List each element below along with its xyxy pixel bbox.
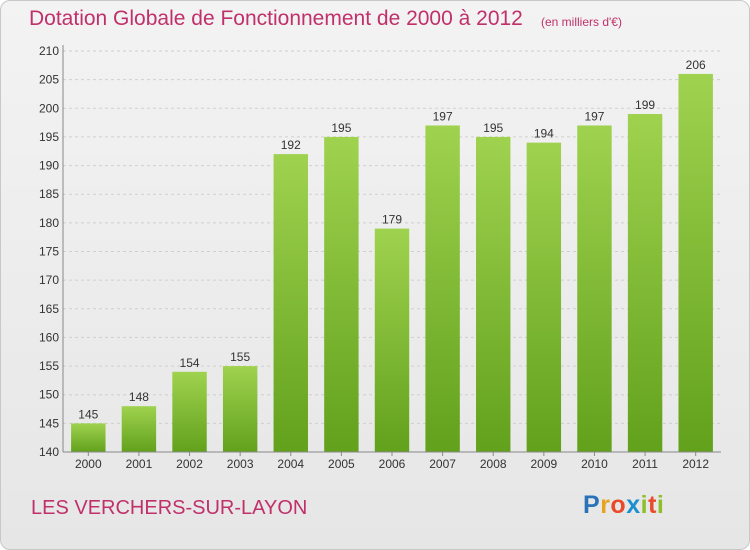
- logo-letter: t: [648, 491, 657, 519]
- data-label: 155: [230, 350, 250, 364]
- x-tick-label: 2005: [328, 457, 355, 471]
- logo-letter: i: [640, 491, 649, 519]
- bar: [172, 371, 207, 452]
- data-label: 199: [635, 98, 655, 112]
- y-tick-label: 205: [39, 73, 59, 87]
- logo-letter: o: [610, 491, 627, 519]
- chart-subtitle: (en milliers d'€): [541, 15, 622, 29]
- y-tick-label: 150: [39, 388, 59, 402]
- y-tick-label: 165: [39, 302, 59, 316]
- data-label: 154: [180, 356, 200, 370]
- chart-title: Dotation Globale de Fonctionnement de 20…: [29, 7, 523, 30]
- x-tick-label: 2000: [75, 457, 102, 471]
- y-tick-label: 195: [39, 130, 59, 144]
- y-tick-label: 175: [39, 245, 59, 259]
- x-tick-label: 2011: [632, 457, 658, 471]
- data-label: 197: [433, 109, 453, 123]
- data-label: 195: [331, 121, 351, 135]
- y-tick-label: 140: [39, 445, 59, 459]
- data-label: 192: [281, 138, 301, 152]
- y-tick-label: 145: [39, 416, 59, 430]
- bar: [425, 125, 460, 452]
- y-tick-label: 180: [39, 216, 59, 230]
- x-tick-label: 2008: [480, 457, 507, 471]
- y-tick-label: 200: [39, 101, 59, 115]
- data-label: 145: [78, 407, 98, 421]
- bar: [577, 125, 612, 452]
- x-tick-label: 2001: [126, 457, 153, 471]
- x-tick-label: 2006: [379, 457, 406, 471]
- data-label: 194: [534, 127, 554, 141]
- bar: [678, 73, 713, 453]
- axes: 1401451501551601651701751801851901952002…: [39, 44, 721, 471]
- x-tick-label: 2007: [429, 457, 456, 471]
- data-label: 206: [686, 58, 706, 72]
- x-tick-label: 2003: [227, 457, 254, 471]
- bar: [374, 228, 410, 452]
- bar: [324, 136, 359, 452]
- bar: [121, 406, 157, 452]
- bar: [71, 423, 106, 452]
- x-tick-label: 2002: [176, 457, 203, 471]
- bars: 145 148 154 155 192 195 179 197 195 194 197 199 206: [71, 58, 713, 453]
- logo-letter: i: [656, 491, 665, 519]
- y-tick-label: 170: [39, 273, 59, 287]
- bar: [273, 154, 308, 452]
- x-tick-label: 2012: [682, 457, 709, 471]
- y-tick-label: 190: [39, 159, 59, 173]
- x-tick-label: 2010: [581, 457, 608, 471]
- data-label: 195: [483, 121, 503, 135]
- data-label: 179: [382, 213, 402, 227]
- y-tick-label: 160: [39, 330, 59, 344]
- x-tick-label: 2009: [530, 457, 557, 471]
- commune-name: LES VERCHERS-SUR-LAYON: [31, 497, 308, 519]
- logo-letter: r: [600, 491, 611, 519]
- bar: [627, 114, 663, 452]
- bar: [222, 366, 258, 452]
- data-label: 197: [584, 109, 604, 123]
- proxiti-logo: Proxiti: [583, 491, 664, 520]
- x-tick-label: 2004: [277, 457, 304, 471]
- data-label: 148: [129, 390, 149, 404]
- bar: [526, 142, 562, 452]
- y-tick-label: 185: [39, 187, 59, 201]
- logo-letter: x: [626, 491, 641, 519]
- logo-letter: P: [583, 491, 601, 519]
- bar: [476, 136, 511, 452]
- y-tick-label: 155: [39, 359, 59, 373]
- y-tick-label: 210: [39, 44, 59, 58]
